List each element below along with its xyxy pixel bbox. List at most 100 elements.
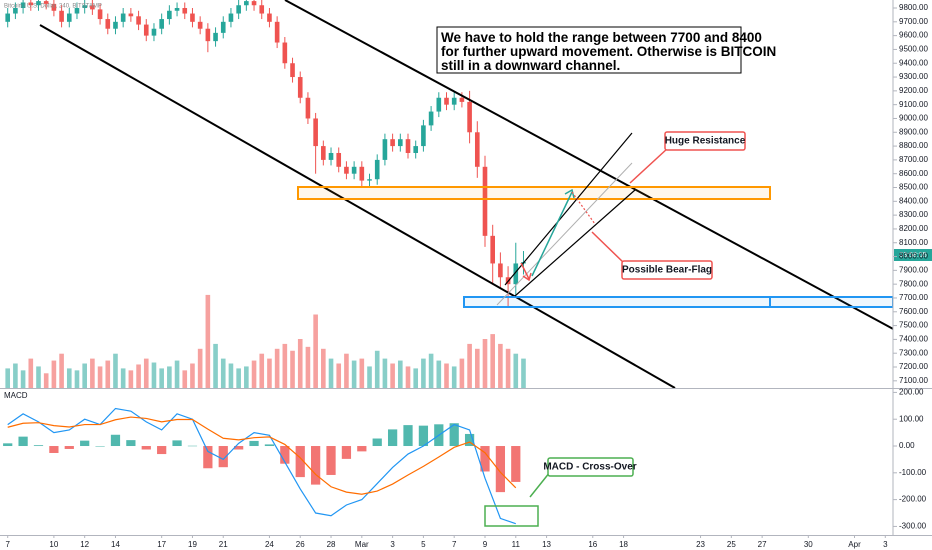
candle-body [482,166,488,236]
volume-bar [244,366,249,388]
candle-body [398,139,403,147]
red-arrow [520,262,530,280]
histogram-bar [418,425,429,447]
candle-body [159,19,164,29]
resistance-label-box [664,131,746,151]
y-tick-label: 8900.00 [899,127,928,136]
histogram-bar [495,446,506,493]
candle-body [321,146,326,160]
y-tick-label: 7100.00 [899,376,928,385]
candle-body [444,97,449,105]
volume-bar [105,360,111,388]
candle-body [413,146,419,153]
candle-body [20,2,26,9]
callout-box [436,26,742,74]
y-tick-label: 100.00 [899,414,924,423]
histogram-bar [172,440,182,447]
volume-bar [251,360,257,388]
y-tick-label: 9600.00 [899,31,928,40]
candle-body [28,2,34,6]
y-tick-label: 9000.00 [899,114,928,123]
candle-body [174,8,180,11]
volume-bar [259,353,265,388]
volume-bar [436,360,442,388]
histogram-bar [464,433,475,447]
y-tick-label: 8400.00 [899,196,928,205]
x-tick-label: 9 [483,540,488,549]
volume-bar [228,363,234,388]
volume-bar [467,343,472,388]
volume-bar [313,314,318,388]
volume-bar [274,348,280,388]
histogram-bar [18,436,28,447]
macd-title: MACD [4,391,28,400]
histogram-bar [64,446,74,449]
y-tick-label: 9400.00 [899,58,928,67]
volume-bar [328,358,334,388]
candle-body [421,125,426,147]
x-tick-label: 23 [696,540,705,549]
volume-bar [374,350,380,388]
y-tick-label: 7600.00 [899,307,928,316]
candle-body [405,139,411,153]
volume-bar [174,360,180,388]
candle-body [13,8,18,14]
channel-upper [284,0,893,331]
volume-bar [136,364,141,388]
candle-body [251,1,257,6]
candle-body [267,13,272,22]
volume-bar [451,366,457,388]
support-zone [463,296,771,308]
volume-bar [382,358,388,388]
volume-bar [20,370,26,388]
y-tick-label: 8700.00 [899,155,928,164]
candle-body [36,1,41,6]
volume-bar [190,363,195,388]
callout-line: for further upward movement. Otherwise i… [441,44,776,59]
candle-body [228,13,234,22]
volume-bar [151,362,157,388]
volume-bar [205,294,211,388]
y-tick-label: 7200.00 [899,362,928,371]
red-arrow-head [522,272,532,282]
volume-bar [474,348,480,388]
volume-bar [359,358,365,388]
x-tick-label: 19 [188,540,197,549]
histogram-bar [372,438,382,447]
x-tick-label: Apr [848,540,861,549]
volume-bar [413,368,419,388]
candle-body [351,166,357,174]
flag-mid [496,162,633,306]
volume-bar [344,353,349,388]
y-tick-label: -200.00 [899,495,927,504]
volume-bar [405,366,411,388]
down-path [571,191,596,225]
candle-body [451,97,457,105]
volume-bar [267,358,272,388]
histogram-bar [403,425,413,447]
candle-body [344,166,349,174]
histogram-bar [264,444,275,447]
macd-line [7,416,517,495]
candle-body [498,263,503,278]
x-tick-label: 12 [80,540,89,549]
candle-body [359,166,365,181]
up-arrow [531,191,573,277]
y-tick-label: 7300.00 [899,348,928,357]
histogram-bar [187,445,198,447]
histogram-bar [157,446,167,455]
candle-body [90,5,95,10]
volume-bar [13,363,18,388]
volume-bar [236,368,241,388]
y-tick-label: 7900.00 [899,265,928,274]
candle-body [328,152,334,160]
histogram-bar [141,446,151,450]
resistance-label: Huge Resistance [665,136,746,147]
histogram-bar [249,440,259,447]
callout-line: still in a downward channel. [441,58,620,73]
volume-bar [113,353,118,388]
histogram-bar [3,443,13,447]
x-tick-label: 16 [588,540,597,549]
candle-body [136,16,141,25]
